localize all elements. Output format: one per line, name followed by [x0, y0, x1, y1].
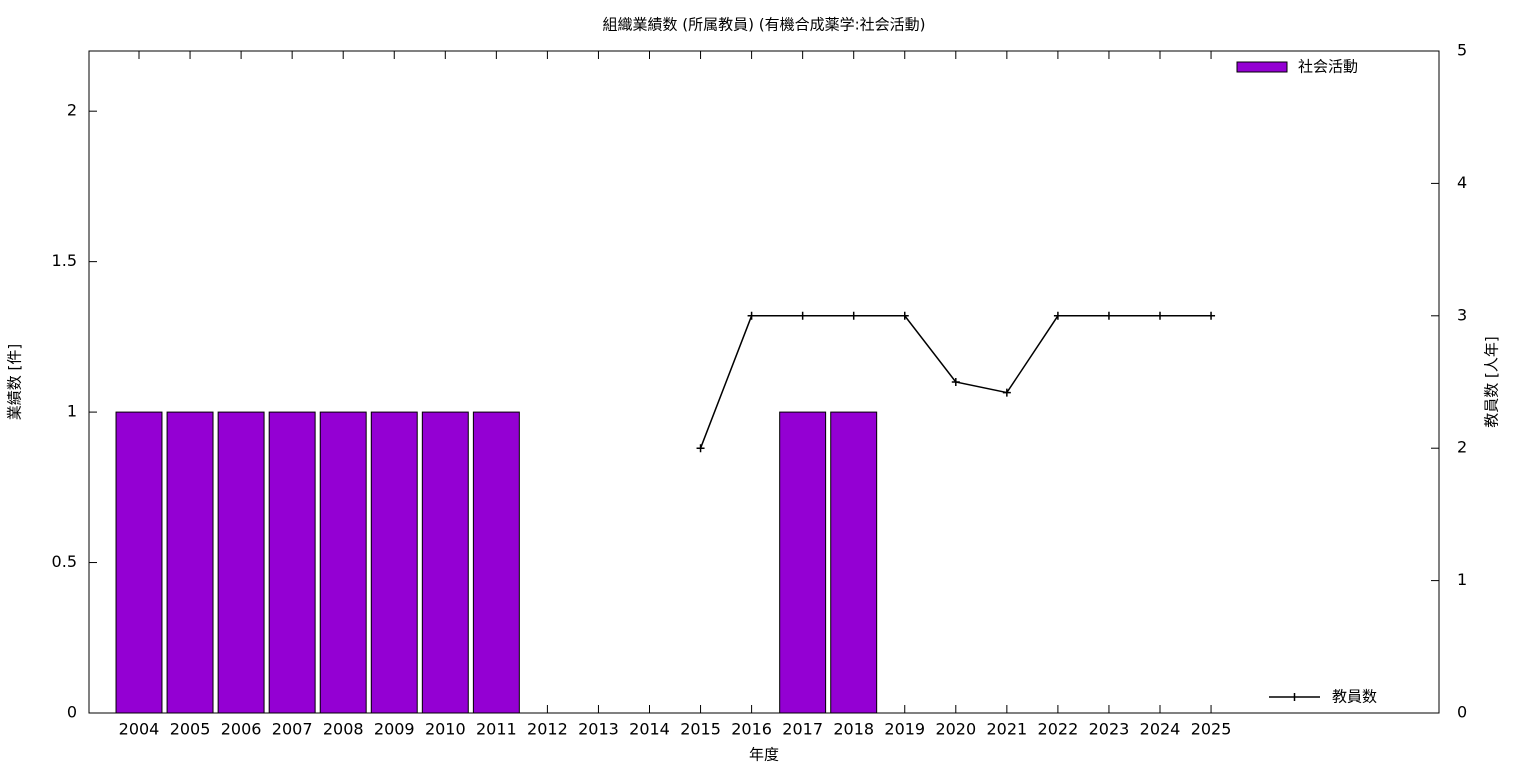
x-tick-label: 2009 [374, 720, 415, 739]
y-axis-label: 業績数 [件] [6, 344, 24, 420]
x-tick-label: 2025 [1191, 720, 1232, 739]
x-tick-label: 2023 [1089, 720, 1130, 739]
bar [830, 411, 878, 714]
x-tick-label: 2011 [476, 720, 517, 739]
bar [268, 411, 316, 714]
y-tick-label: 0 [67, 703, 77, 722]
legend-swatch [1236, 61, 1288, 73]
plot-frame [88, 50, 1440, 714]
x-tick-label: 2014 [629, 720, 670, 739]
y2-tick-label: 0 [1457, 703, 1467, 722]
x-tick-label: 2013 [578, 720, 619, 739]
x-tick-label: 2018 [833, 720, 874, 739]
x-tick-label: 2010 [425, 720, 466, 739]
y-tick-label: 1.5 [52, 251, 77, 270]
bar [115, 411, 163, 714]
x-tick-label: 2007 [272, 720, 313, 739]
y2-tick-label: 5 [1457, 41, 1467, 60]
legend-label: 社会活動 [1298, 58, 1358, 76]
bar [166, 411, 214, 714]
x-tick-label: 2005 [170, 720, 211, 739]
y-tick-label: 0.5 [52, 552, 77, 571]
bar [319, 411, 367, 714]
x-tick-label: 2016 [731, 720, 772, 739]
bar [217, 411, 265, 714]
bar [472, 411, 520, 714]
x-tick-label: 2006 [221, 720, 262, 739]
x-tick-label: 2022 [1038, 720, 1079, 739]
x-tick-label: 2020 [935, 720, 976, 739]
x-axis-label: 年度 [749, 746, 779, 764]
y-tick-label: 1 [67, 402, 77, 421]
x-tick-label: 2017 [782, 720, 823, 739]
bar [779, 411, 827, 714]
bar [370, 411, 418, 714]
y-tick-label: 2 [67, 101, 77, 120]
legend-swatch [1269, 693, 1320, 701]
x-tick-label: 2024 [1140, 720, 1181, 739]
y2-tick-label: 2 [1457, 438, 1467, 457]
x-tick-label: 2021 [986, 720, 1027, 739]
x-tick-label: 2012 [527, 720, 568, 739]
x-tick-label: 2008 [323, 720, 364, 739]
line [699, 315, 1212, 449]
y2-tick-label: 1 [1457, 570, 1467, 589]
x-tick-label: 2019 [884, 720, 925, 739]
bar [421, 411, 469, 714]
x-tick-label: 2015 [680, 720, 721, 739]
legend-label: 教員数 [1332, 688, 1377, 706]
y2-axis-label: 教員数 [人年] [1483, 336, 1501, 427]
x-tick-label: 2004 [119, 720, 160, 739]
y2-tick-label: 4 [1457, 173, 1467, 192]
y2-tick-label: 3 [1457, 305, 1467, 324]
chart-title: 組織業績数 (所属教員) (有機合成薬学:社会活動) [602, 16, 925, 34]
